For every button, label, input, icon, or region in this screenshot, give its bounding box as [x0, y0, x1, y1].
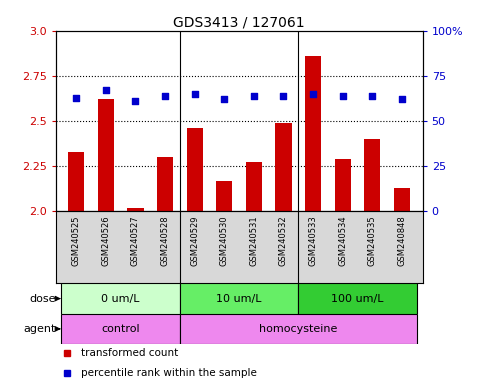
Text: GSM240526: GSM240526	[101, 215, 111, 266]
Bar	[180, 314, 417, 344]
Text: GSM240531: GSM240531	[249, 215, 258, 266]
Text: homocysteine: homocysteine	[259, 324, 338, 334]
Point	[191, 91, 199, 97]
Point	[398, 96, 406, 103]
Bar	[246, 162, 262, 211]
Bar	[61, 283, 180, 314]
Text: 100 um/L: 100 um/L	[331, 294, 384, 304]
Text: GSM240535: GSM240535	[368, 215, 377, 266]
Point	[339, 93, 347, 99]
Text: GSM240533: GSM240533	[309, 215, 318, 266]
Point	[309, 91, 317, 97]
Point	[220, 96, 228, 103]
Point	[250, 93, 258, 99]
Bar	[128, 208, 143, 211]
Bar	[186, 128, 203, 211]
Point	[131, 98, 139, 104]
Bar	[98, 99, 114, 211]
Bar	[394, 188, 410, 211]
Text: GSM240532: GSM240532	[279, 215, 288, 266]
Text: agent: agent	[24, 324, 56, 334]
Bar	[157, 157, 173, 211]
Point	[280, 93, 287, 99]
Text: GSM240848: GSM240848	[398, 215, 406, 266]
Bar	[335, 159, 351, 211]
Text: transformed count: transformed count	[81, 348, 179, 358]
Text: control: control	[101, 324, 140, 334]
Bar	[61, 314, 180, 344]
Bar	[298, 283, 417, 314]
Text: GSM240534: GSM240534	[338, 215, 347, 266]
Point	[161, 93, 169, 99]
Bar	[364, 139, 381, 211]
Bar	[180, 283, 298, 314]
Title: GDS3413 / 127061: GDS3413 / 127061	[173, 16, 305, 30]
Text: dose: dose	[29, 294, 56, 304]
Text: percentile rank within the sample: percentile rank within the sample	[81, 368, 257, 378]
Text: GSM240530: GSM240530	[220, 215, 229, 266]
Text: 0 um/L: 0 um/L	[101, 294, 140, 304]
Text: GSM240525: GSM240525	[72, 215, 81, 266]
Bar	[275, 123, 292, 211]
Text: GSM240527: GSM240527	[131, 215, 140, 266]
Bar	[305, 56, 321, 211]
Text: GSM240529: GSM240529	[190, 215, 199, 266]
Text: 10 um/L: 10 um/L	[216, 294, 262, 304]
Bar	[216, 180, 232, 211]
Bar	[68, 152, 85, 211]
Point	[72, 94, 80, 101]
Point	[369, 93, 376, 99]
Text: GSM240528: GSM240528	[160, 215, 170, 266]
Point	[102, 87, 110, 93]
